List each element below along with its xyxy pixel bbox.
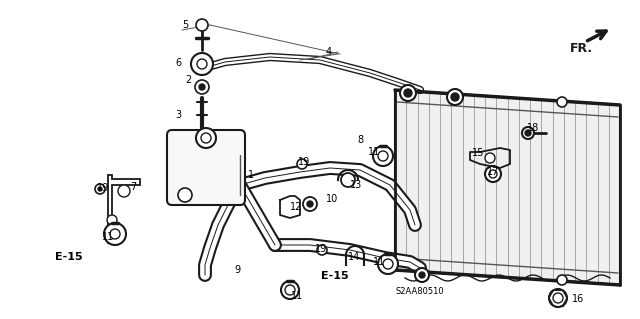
Circle shape [197,59,207,69]
Circle shape [415,268,429,282]
Text: 1: 1 [248,170,254,180]
Circle shape [378,151,388,161]
Circle shape [485,153,495,163]
Text: 11: 11 [102,232,115,242]
Text: 2: 2 [185,75,191,85]
Circle shape [557,97,567,107]
Text: S2AA80510: S2AA80510 [395,287,444,296]
Circle shape [307,201,313,207]
Text: 11: 11 [291,291,303,301]
Text: 6: 6 [175,58,181,68]
FancyBboxPatch shape [167,130,245,205]
Text: 4: 4 [326,47,332,57]
Text: E-15: E-15 [55,252,83,262]
Polygon shape [395,90,620,285]
Text: 12: 12 [290,202,302,212]
Circle shape [525,130,531,136]
Text: 14: 14 [348,252,360,262]
Circle shape [522,127,534,139]
Circle shape [95,184,105,194]
Text: 9: 9 [234,265,240,275]
Text: 11: 11 [368,147,380,157]
Text: 3: 3 [175,110,181,120]
Circle shape [297,159,307,169]
Circle shape [110,229,120,239]
Text: 10: 10 [326,194,339,204]
Text: 19: 19 [298,157,310,167]
Circle shape [285,285,295,295]
Circle shape [107,215,117,225]
Text: 19: 19 [97,183,109,193]
Circle shape [199,84,205,90]
Circle shape [118,185,130,197]
Circle shape [317,245,327,255]
Circle shape [191,53,213,75]
Circle shape [557,275,567,285]
Circle shape [201,133,211,143]
Text: 19: 19 [315,244,327,254]
Circle shape [400,85,416,101]
Circle shape [451,93,459,101]
Circle shape [485,166,501,182]
Circle shape [303,197,317,211]
Polygon shape [108,175,140,243]
Circle shape [196,19,208,31]
Circle shape [378,254,398,274]
Text: 16: 16 [572,294,584,304]
Text: E-15: E-15 [321,271,349,281]
Text: 11: 11 [373,257,385,267]
Circle shape [549,289,567,307]
Text: 5: 5 [182,20,188,30]
Text: FR.: FR. [570,41,593,55]
Circle shape [178,188,192,202]
Text: 7: 7 [130,182,136,192]
Circle shape [104,223,126,245]
Circle shape [553,293,563,303]
Text: 15: 15 [472,148,484,158]
Text: 17: 17 [487,167,499,177]
Circle shape [489,170,497,178]
Text: 18: 18 [527,123,540,133]
Text: 8: 8 [357,135,363,145]
Circle shape [196,128,216,148]
Circle shape [383,259,393,269]
Circle shape [447,89,463,105]
Circle shape [404,89,412,97]
Circle shape [341,173,355,187]
Circle shape [98,187,102,191]
Circle shape [281,281,299,299]
Circle shape [195,80,209,94]
Text: 13: 13 [350,180,362,190]
Circle shape [419,272,425,278]
Circle shape [373,146,393,166]
